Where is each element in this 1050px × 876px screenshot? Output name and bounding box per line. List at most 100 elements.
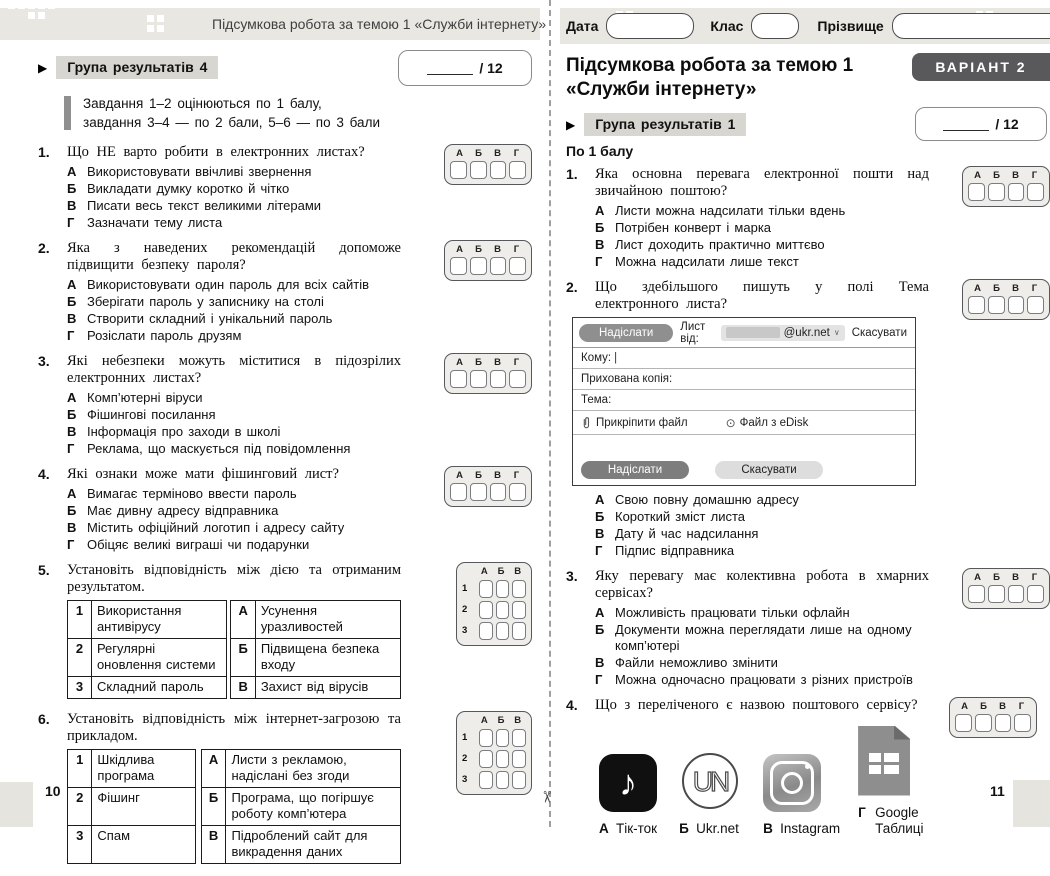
answer-cell[interactable]	[955, 713, 972, 732]
answer-cell[interactable]	[495, 601, 510, 619]
answer-cell[interactable]	[509, 370, 526, 388]
date-field[interactable]	[606, 13, 695, 39]
answer-cell[interactable]	[469, 370, 487, 388]
question-stem: Що з переліченого є назвою поштового сер…	[595, 696, 918, 713]
score-blank-field[interactable]	[427, 61, 474, 75]
option-text: Має дивну адресу відправника	[87, 503, 279, 518]
answer-cell[interactable]	[987, 183, 1005, 201]
question-stem: Яку перевагу має колективна робота в хма…	[595, 568, 929, 601]
right-page: Дата Клас Прізвище Підсумкова робота за …	[560, 0, 1050, 836]
answer-cell[interactable]	[479, 750, 493, 768]
attach-file-button[interactable]: Прикріпити файл	[581, 416, 688, 430]
answer-cell[interactable]	[450, 257, 467, 275]
class-field[interactable]	[751, 13, 800, 39]
cancel-link[interactable]: Скасувати	[851, 326, 907, 339]
edisk-file-button[interactable]: ⊙ Файл з eDisk	[725, 415, 809, 430]
answer-cell[interactable]	[495, 771, 510, 789]
answer-cell[interactable]	[469, 161, 487, 179]
redacted-address	[725, 327, 780, 338]
from-address-dropdown[interactable]: @ukr.net ∨	[720, 324, 845, 341]
footer-send-button[interactable]: Надіслати	[581, 460, 689, 479]
answer-cell[interactable]	[479, 771, 493, 789]
answer-cell[interactable]	[512, 580, 526, 598]
from-label: Лист від:	[680, 320, 706, 345]
answer-cell[interactable]	[512, 771, 526, 789]
answer-cell[interactable]	[509, 483, 526, 501]
option-text: Підпис відправника	[615, 543, 735, 558]
cut-line	[549, 0, 551, 827]
running-header: Підсумкова робота за темою 1 «Служби інт…	[212, 16, 547, 32]
question-number: 4.	[566, 696, 578, 713]
message-body-area[interactable]	[573, 435, 915, 454]
group-marker-icon: ▶	[566, 117, 576, 132]
answer-cell[interactable]	[1007, 183, 1025, 201]
answer-cell[interactable]	[512, 750, 526, 768]
answer-cell[interactable]	[987, 296, 1005, 314]
svg-text:UN: UN	[693, 766, 728, 797]
surname-field[interactable]	[891, 13, 1050, 39]
answer-cell[interactable]	[450, 370, 467, 388]
bcc-field[interactable]: Прихована копія:	[573, 369, 915, 390]
option-text: Файли неможливо змінити	[615, 654, 778, 670]
option-text: Використовувати один пароль для всіх сай…	[87, 277, 369, 292]
answer-cell[interactable]	[509, 161, 526, 179]
tiktok-icon: ♪	[599, 753, 657, 812]
answer-cell[interactable]	[489, 257, 507, 275]
answer-cell[interactable]	[1007, 585, 1025, 603]
question-number: 6.	[38, 711, 50, 727]
to-field[interactable]: Кому: |	[573, 348, 915, 369]
answer-cell[interactable]	[479, 622, 493, 640]
answer-cell[interactable]	[1027, 183, 1044, 201]
question-2: 2. Що здебільшого пишуть у полі Тема еле…	[566, 279, 1050, 560]
answer-cell[interactable]	[479, 601, 493, 619]
answer-cell[interactable]	[968, 585, 985, 603]
send-button[interactable]: Надіслати	[579, 323, 674, 342]
surname-label: Прізвище	[817, 18, 884, 34]
dot-pattern	[147, 15, 164, 32]
subject-field[interactable]: Тема:	[573, 390, 915, 411]
answer-cell[interactable]	[495, 729, 510, 747]
answer-cell[interactable]	[509, 257, 526, 275]
answer-cell[interactable]	[450, 483, 467, 501]
answer-cell[interactable]	[469, 483, 487, 501]
answer-cell[interactable]	[479, 729, 493, 747]
answer-cell[interactable]	[450, 161, 467, 179]
question-5: 5. Установіть відповідність між дією та …	[38, 562, 532, 703]
email-compose-mockup: Надіслати Лист від: @ukr.net ∨ Скасувати…	[572, 317, 916, 486]
service-icons: ♪ А Тік-ток UN Б Ukr.net	[599, 722, 955, 837]
answer-cell[interactable]	[489, 161, 507, 179]
answer-cell[interactable]	[489, 483, 507, 501]
score-box: / 12	[398, 50, 532, 86]
question-1: 1. Яка основна перевага електронної пошт…	[566, 166, 1050, 271]
question-1: 1. Що НЕ варто робити в електронних лист…	[38, 144, 532, 232]
answer-cell[interactable]	[495, 750, 510, 768]
answer-cell[interactable]	[479, 580, 493, 598]
answer-cell[interactable]	[994, 713, 1012, 732]
answer-cell[interactable]	[987, 585, 1005, 603]
answer-cell[interactable]	[512, 622, 526, 640]
answer-cell[interactable]	[512, 601, 526, 619]
answer-cell[interactable]	[512, 729, 526, 747]
option-text: Зазначати тему листа	[87, 215, 223, 230]
answer-cell[interactable]	[495, 580, 510, 598]
answer-cell[interactable]	[1014, 713, 1031, 732]
answer-cell[interactable]	[1027, 585, 1044, 603]
answer-cell[interactable]	[489, 370, 507, 388]
footer-cancel-button[interactable]: Скасувати	[715, 460, 823, 479]
question-stem: Яка з наведених рекомендацій допоможе пі…	[67, 240, 401, 273]
answer-cell[interactable]	[1027, 296, 1044, 314]
answer-cell[interactable]	[974, 713, 992, 732]
option-tiktok: ♪ А Тік-ток	[599, 738, 657, 837]
page-number: 11	[990, 783, 1005, 799]
answer-cell[interactable]	[495, 622, 510, 640]
option-text: Можливість працювати тільки офлайн	[615, 605, 850, 620]
points-label: По 1 балу	[566, 143, 634, 159]
answer-cell[interactable]	[1007, 296, 1025, 314]
score-blank-field[interactable]	[943, 117, 990, 131]
answer-cell[interactable]	[968, 296, 985, 314]
answer-cell[interactable]	[968, 183, 985, 201]
answer-cell[interactable]	[469, 257, 487, 275]
